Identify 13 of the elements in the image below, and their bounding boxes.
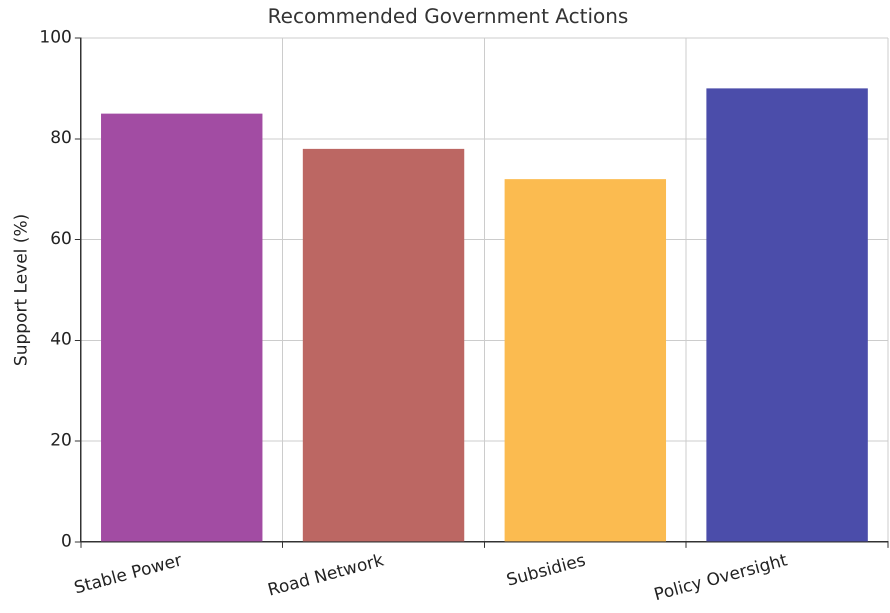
chart-title: Recommended Government Actions [268,4,628,28]
y-tick-label: 80 [50,128,72,148]
bar [302,148,464,542]
bar [706,88,868,542]
y-tick-label: 40 [50,330,72,350]
x-tick-label: Stable Power [72,550,184,598]
y-tick-label: 60 [50,228,72,249]
y-tick-label: 0 [61,531,72,552]
y-axis-title: Support Level (%) [12,214,32,366]
y-tick-label: 20 [50,430,72,450]
bar [504,179,666,542]
bar [101,114,262,542]
y-tick-label: 100 [39,27,72,48]
